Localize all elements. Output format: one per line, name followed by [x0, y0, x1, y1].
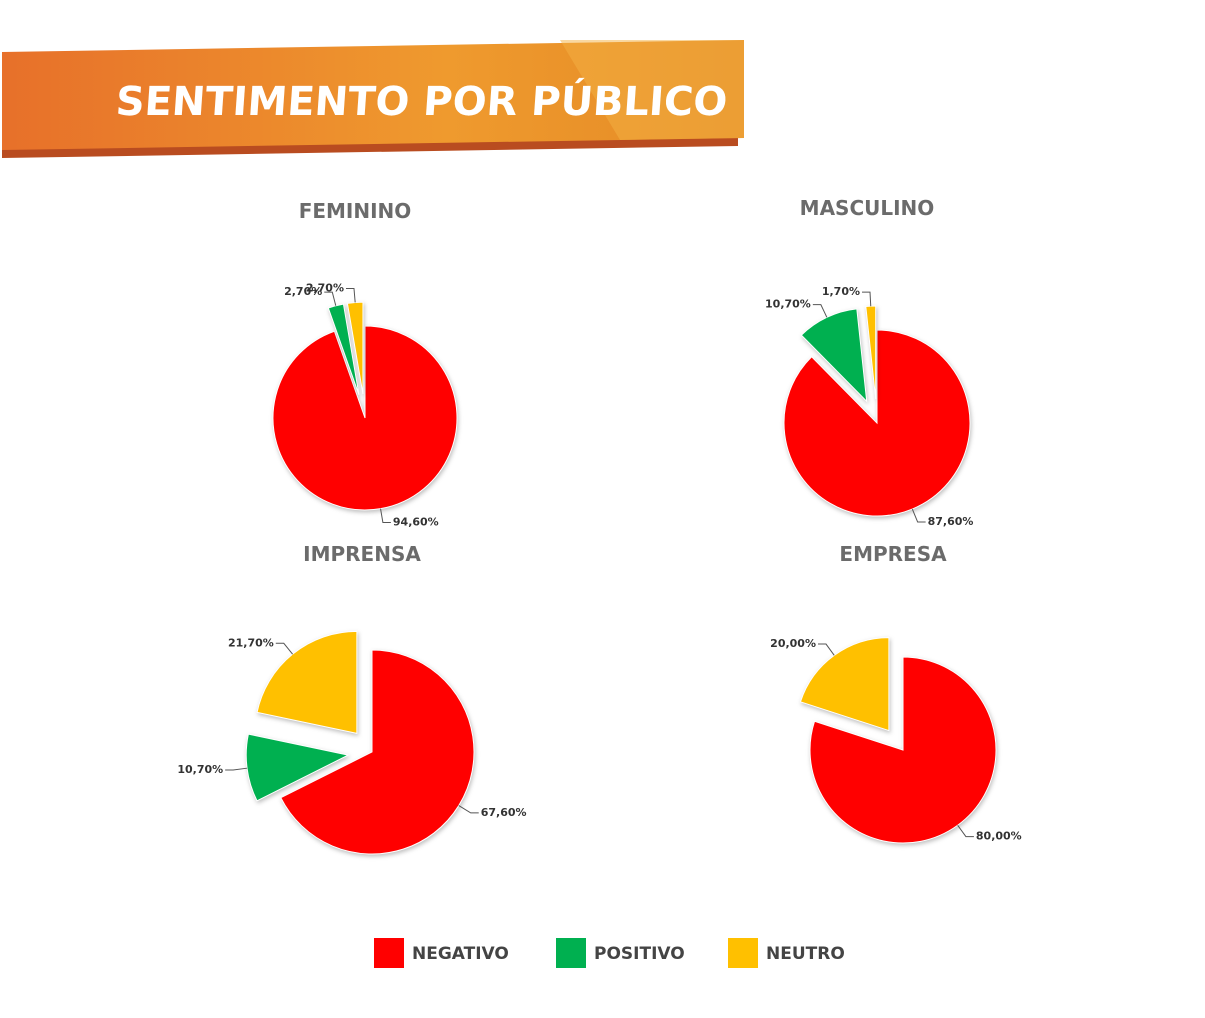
pie-slice [799, 637, 890, 732]
pie-slice [245, 733, 350, 802]
data-label: 20,00% [770, 637, 816, 650]
data-label: 2,70% [306, 281, 344, 294]
data-label: 1,70% [822, 285, 860, 298]
banner [2, 40, 744, 150]
data-label: 67,60% [481, 806, 527, 819]
data-label: 80,00% [976, 830, 1022, 843]
leader-line [862, 291, 872, 307]
leader-line [818, 643, 835, 656]
pie-slice [327, 303, 360, 395]
pie-title: FEMININO [299, 199, 412, 223]
leader-line [275, 642, 293, 655]
data-label: 87,60% [928, 515, 974, 528]
leader-line [380, 508, 391, 523]
banner-title: SENTIMENTO POR PÚBLICO [114, 77, 729, 125]
pie-slice [280, 649, 475, 855]
leader-line [324, 291, 337, 306]
legend-swatch [556, 938, 586, 968]
legend-label: NEGATIVO [412, 944, 509, 964]
data-label: 10,70% [177, 763, 223, 776]
pie-slice [800, 308, 868, 403]
pie-slice [809, 656, 997, 844]
leader-line [957, 824, 974, 838]
pie-slice [783, 329, 971, 517]
pie-title: MASCULINO [800, 196, 935, 220]
leader-line [812, 304, 828, 318]
data-label: 2,70% [284, 285, 322, 298]
data-label: 94,60% [393, 515, 439, 528]
pie-title: IMPRENSA [303, 542, 421, 566]
pie-slice [256, 630, 358, 734]
leader-line [458, 805, 479, 814]
leader-line [345, 287, 356, 303]
data-label: 21,70% [228, 636, 274, 649]
data-label: 10,70% [765, 298, 811, 311]
legend-label: POSITIVO [594, 944, 685, 964]
leader-line [225, 767, 248, 771]
pie-slice [272, 325, 458, 511]
legend-label: NEUTRO [766, 944, 845, 964]
leader-line [911, 508, 926, 523]
legend-swatch [728, 938, 758, 968]
legend-swatch [374, 938, 404, 968]
banner-facet [560, 40, 744, 140]
pie-slice [865, 305, 877, 400]
pie-title: EMPRESA [839, 542, 947, 566]
